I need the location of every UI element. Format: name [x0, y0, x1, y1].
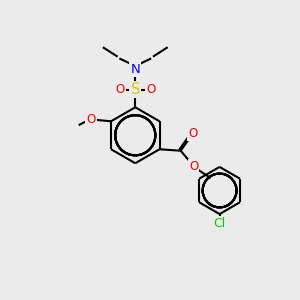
- Text: S: S: [130, 82, 140, 97]
- Text: O: O: [146, 83, 155, 96]
- Text: N: N: [130, 62, 140, 76]
- Text: Cl: Cl: [213, 217, 226, 230]
- Text: O: O: [188, 128, 197, 140]
- Text: O: O: [115, 83, 124, 96]
- Text: O: O: [86, 113, 96, 126]
- Text: O: O: [189, 160, 198, 172]
